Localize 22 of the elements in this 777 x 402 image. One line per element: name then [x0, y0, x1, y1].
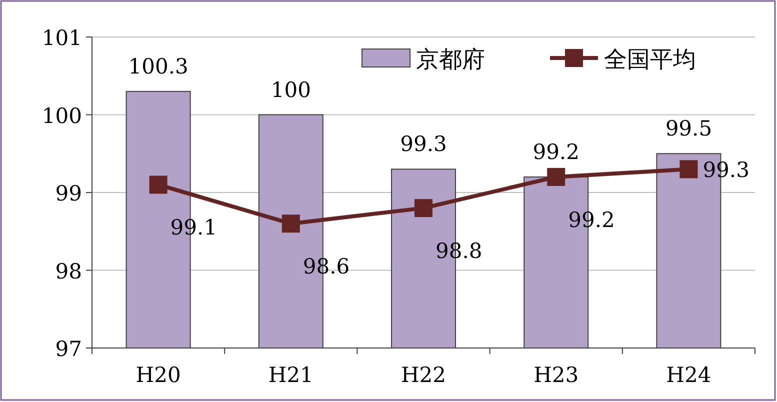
- x-tick-label: H22: [400, 363, 446, 387]
- point: [680, 160, 698, 178]
- data-label: 99.5: [665, 116, 712, 141]
- y-tick-label: 99: [55, 182, 82, 206]
- point: [414, 199, 432, 218]
- point: [149, 176, 168, 194]
- data-label: 100: [270, 78, 311, 102]
- data-label: 99.3: [400, 132, 447, 156]
- x-tick-label: H21: [268, 363, 314, 387]
- x-tick-label: H23: [534, 363, 579, 387]
- legend-label: 全国平均: [604, 47, 696, 73]
- x-tick-label: H24: [666, 363, 712, 387]
- point: [547, 168, 566, 186]
- y-tick-label: 100: [42, 104, 82, 128]
- x-tick-label: H20: [136, 363, 181, 387]
- data-label: 100.3: [128, 54, 188, 78]
- legend-label: 京都府: [416, 47, 485, 73]
- point: [282, 214, 300, 233]
- y-tick-label: 101: [42, 26, 82, 50]
- y-tick-label: 98: [55, 259, 82, 284]
- data-label: 99.2: [532, 140, 580, 164]
- y-tick-label: 97: [55, 337, 82, 361]
